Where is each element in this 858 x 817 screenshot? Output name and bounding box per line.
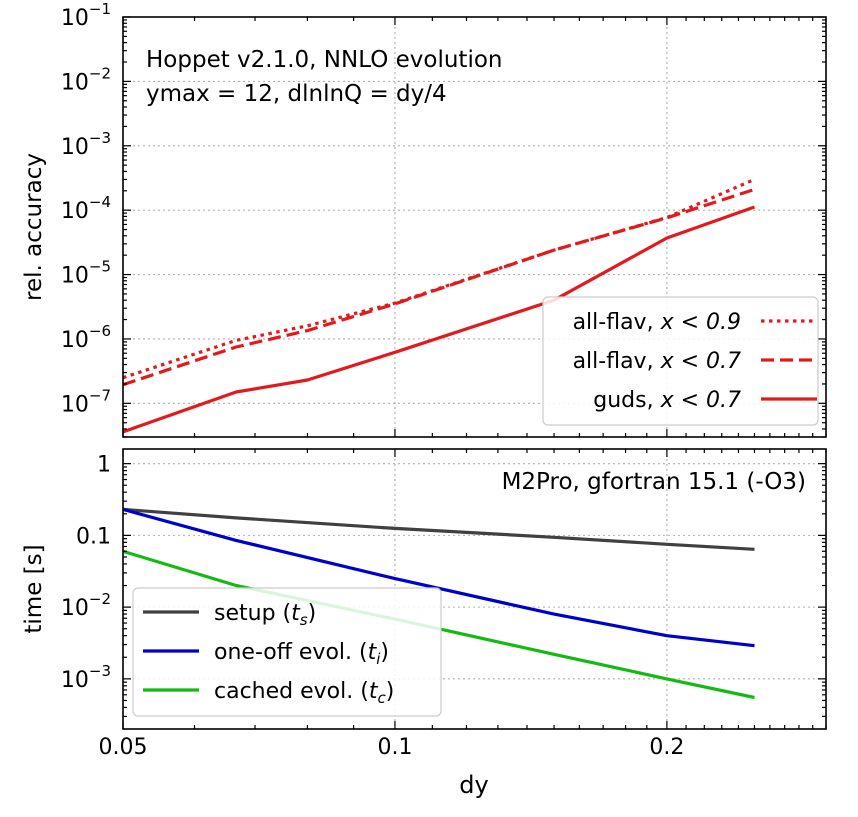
series-line-oneoff [122,507,755,648]
timing-y-axis-label: time [s] [21,544,47,633]
accuracy-y-axis-label: rel. accuracy [21,153,47,301]
y-tick-label: 10−5 [61,258,111,289]
series-line-allflav07 [122,187,755,387]
x-tick-label: 0.2 [649,735,684,760]
y-tick-label: 10−2 [61,64,111,95]
legend-label-guds07: guds, x < 0.7 [593,388,741,413]
series-line-setup [122,507,755,551]
accuracy-panel: 10−7 10−6 10−5 10−4 10−3 10−2 10−1 rel. accura… [21,0,827,438]
y-tick-label: 10−2 [61,590,111,621]
accuracy-legend-box [542,296,819,426]
series-line-guds07 [122,205,756,434]
legend-label-allflav09: all-flav, x < 0.9 [573,310,741,335]
m2pro-annotation: M2Pro, gfortran 15.1 (-O3) [502,469,806,495]
accuracy-series [122,177,756,434]
timing-panel: 10−3 10−2 0.1 1 0.05 0.1 0.2 time [s] dy M2Pr… [21,448,827,799]
y-tick-label: 1 [97,453,111,478]
legend-label-setup: setup (ts) [214,601,316,629]
y-tick-label: 10−1 [61,0,111,31]
y-tick-label: 10−4 [61,193,111,224]
timing-frame [122,448,827,730]
legend-label-allflav07: all-flav, x < 0.7 [573,349,741,374]
series-line-allflav09 [122,177,756,380]
y-tick-label: 10−6 [61,322,111,353]
x-axis-label: dy [459,771,488,799]
legend-label-oneoff: one-off evol. (ti) [214,640,389,668]
accuracy-legend: all-flav, x < 0.9 all-flav, x < 0.7 guds, … [542,296,819,426]
accuracy-frame [122,16,827,438]
accuracy-y-tick-labels: 10−7 10−6 10−5 10−4 10−3 10−2 10−1 [61,0,111,417]
timing-legend-box [132,587,442,717]
series-line-cached [122,549,755,700]
x-tick-label: 0.05 [99,735,148,760]
y-tick-label: 0.1 [76,524,111,549]
hoppet-annotation: Hoppet v2.1.0, NNLO evolution [146,47,502,73]
ymax-annotation: ymax = 12, dlnlnQ = dy/4 [146,81,447,107]
y-tick-label: 10−3 [61,662,111,693]
x-tick-label: 0.1 [377,735,412,760]
legend-label-cached: cached evol. (tc) [214,679,394,707]
timing-series [122,507,755,700]
y-tick-label: 10−7 [61,386,111,417]
timing-y-tick-labels: 10−3 10−2 0.1 1 [61,453,111,693]
timing-legend: setup (ts) one-off evol. (ti) cached evol.… [132,587,442,717]
y-tick-label: 10−3 [61,129,111,160]
timing-x-tick-labels: 0.05 0.1 0.2 [99,735,685,760]
